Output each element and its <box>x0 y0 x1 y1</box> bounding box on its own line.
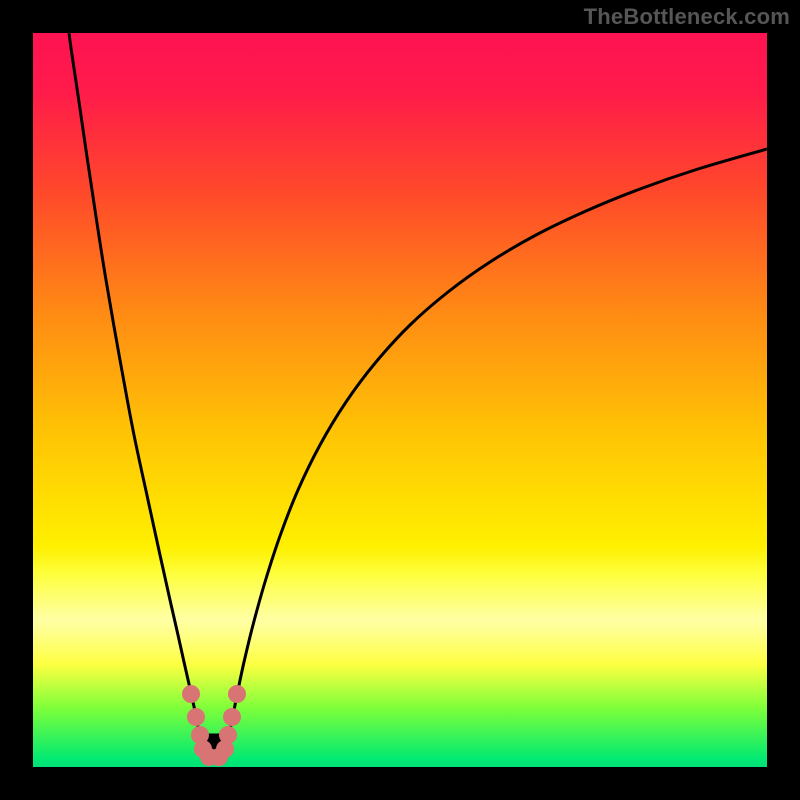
bottleneck-curve-chart <box>0 0 800 800</box>
valley-marker <box>223 708 241 726</box>
valley-marker <box>210 748 228 766</box>
gradient-background <box>33 33 767 767</box>
valley-marker <box>182 685 200 703</box>
valley-marker <box>228 685 246 703</box>
valley-marker <box>187 708 205 726</box>
